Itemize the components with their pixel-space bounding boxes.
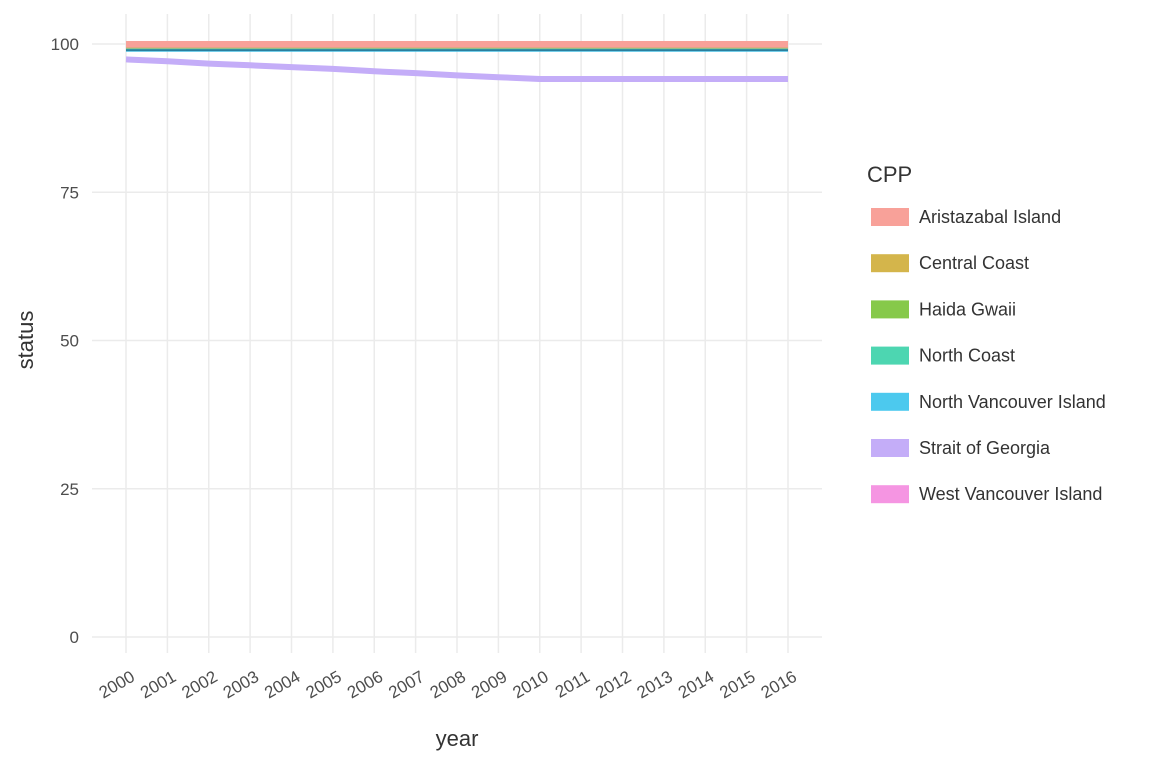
y-tick-label: 75 <box>60 183 79 202</box>
x-tick-label: 2015 <box>716 667 758 702</box>
legend-label-north-vancouver-island: North Vancouver Island <box>919 392 1106 412</box>
x-tick-label: 2005 <box>303 667 345 702</box>
x-tick-label: 2004 <box>261 667 303 702</box>
x-tick-label: 2016 <box>758 667 800 702</box>
legend-label-strait-of-georgia: Strait of Georgia <box>919 438 1051 458</box>
legend-label-north-coast: North Coast <box>919 346 1015 366</box>
x-tick-label: 2007 <box>385 667 427 702</box>
legend-swatch-haida-gwaii <box>871 300 909 319</box>
y-axis-title: status <box>13 311 38 370</box>
legend-label-aristazabal-island: Aristazabal Island <box>919 207 1061 227</box>
legend-swatch-north-coast <box>871 346 909 365</box>
x-tick-label: 2006 <box>344 667 386 702</box>
legend-swatch-aristazabal-island <box>871 208 909 226</box>
legend-label-central-coast: Central Coast <box>919 253 1029 273</box>
legend-swatch-north-vancouver-island <box>871 392 909 411</box>
legend-label-haida-gwaii: Haida Gwaii <box>919 299 1016 319</box>
x-axis-title: year <box>436 726 479 751</box>
y-tick-label: 100 <box>51 35 79 54</box>
x-tick-label: 2014 <box>675 667 717 702</box>
x-tick-label: 2008 <box>427 667 469 702</box>
x-tick-label: 2002 <box>178 667 220 702</box>
legend-swatch-central-coast <box>871 254 909 273</box>
legend-swatch-west-vancouver-island <box>871 485 909 504</box>
x-tick-label: 2001 <box>137 667 179 702</box>
legend-swatch-strait-of-georgia <box>871 439 909 457</box>
x-tick-label: 2013 <box>634 667 676 702</box>
legend-label-west-vancouver-island: West Vancouver Island <box>919 484 1102 504</box>
x-tick-label: 2003 <box>220 667 262 702</box>
x-tick-label: 2010 <box>509 667 551 702</box>
series-line-strait-of-georgia <box>125 56 788 82</box>
legend-title: CPP <box>867 162 912 187</box>
x-tick-label: 2000 <box>96 667 138 702</box>
y-tick-label: 0 <box>70 628 79 647</box>
x-tick-label: 2012 <box>592 667 634 702</box>
grid-lines <box>92 14 822 653</box>
x-tick-label: 2009 <box>468 667 510 702</box>
legend: CPP Aristazabal Island Central Coast Haida… <box>867 162 1106 504</box>
x-tick-label: 2011 <box>552 667 593 702</box>
y-tick-label: 50 <box>60 332 79 351</box>
series-lines <box>125 41 788 82</box>
y-tick-label: 25 <box>60 480 79 499</box>
